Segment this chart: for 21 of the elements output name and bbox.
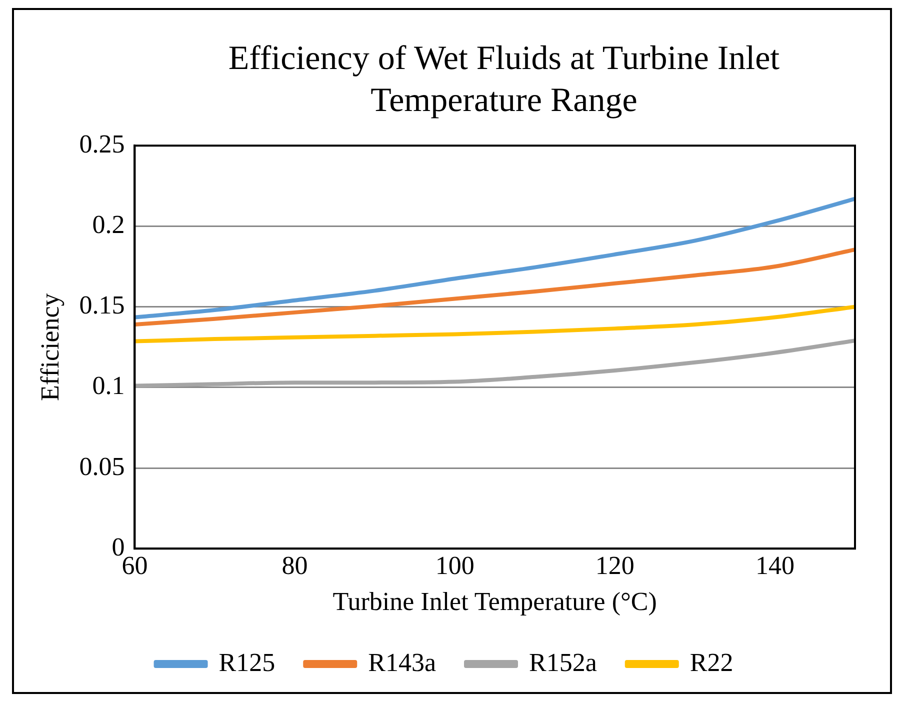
y-tick-label: 0.05 <box>79 452 125 481</box>
y-tick-label: 0 <box>112 532 125 562</box>
x-tick-label: 140 <box>755 551 794 580</box>
x-tick-label: 120 <box>595 551 634 580</box>
legend-label: R125 <box>218 648 276 677</box>
legend-label: R22 <box>690 648 734 677</box>
y-tick-label: 0.25 <box>79 129 125 158</box>
x-tick-label: 100 <box>435 551 474 580</box>
line-series <box>134 304 855 344</box>
line-series <box>134 338 855 388</box>
legend-label: R152a <box>529 648 598 677</box>
line-series <box>134 248 855 327</box>
x-tick-label: 80 <box>282 551 308 580</box>
legend-label: R143a <box>368 648 436 677</box>
x-axis-title: Turbine Inlet Temperature (°C) <box>332 587 657 616</box>
line-series <box>134 196 855 320</box>
y-axis-title: Efficiency <box>35 293 64 401</box>
y-tick-label: 0.1 <box>92 371 125 400</box>
y-tick-label: 0.15 <box>79 290 125 320</box>
chart-title: Efficiency of Wet Fluids at Turbine Inlet Temperature Range <box>227 39 781 121</box>
y-tick-label: 0.2 <box>92 210 125 240</box>
